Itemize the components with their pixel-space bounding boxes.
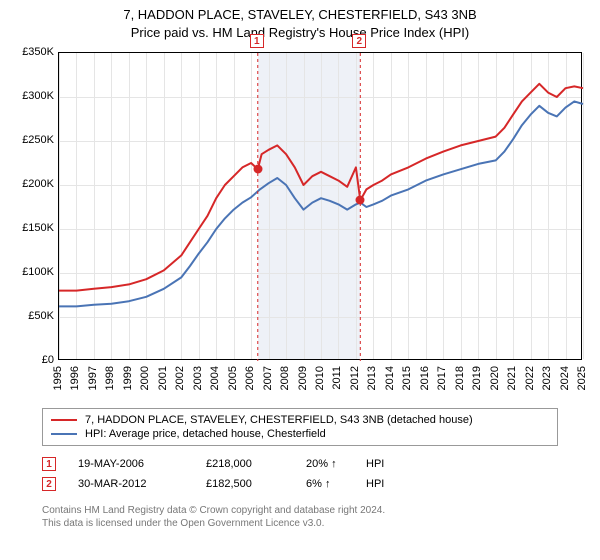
x-tick-label: 2004: [209, 366, 221, 390]
sale-hpi-pct: 6% ↑: [306, 478, 362, 490]
y-tick-label: £0: [6, 354, 54, 366]
y-tick-label: £100K: [6, 266, 54, 278]
legend-row: HPI: Average price, detached house, Ches…: [51, 427, 549, 441]
x-tick-label: 1996: [69, 366, 81, 390]
x-tick-label: 1997: [87, 366, 99, 390]
x-tick-label: 2008: [279, 366, 291, 390]
x-tick-label: 2019: [471, 366, 483, 390]
x-tick-label: 2005: [227, 366, 239, 390]
sale-price: £182,500: [206, 478, 302, 490]
chart-container: 7, HADDON PLACE, STAVELEY, CHESTERFIELD,…: [0, 0, 600, 560]
sale-event-marker: 1: [250, 34, 264, 48]
x-tick-label: 2007: [262, 366, 274, 390]
x-tick-label: 1995: [52, 366, 64, 390]
sale-row: 1 19-MAY-2006 £218,000 20% ↑ HPI: [42, 454, 558, 474]
y-tick-label: £300K: [6, 90, 54, 102]
x-tick-label: 2000: [139, 366, 151, 390]
sale-index-badge: 2: [42, 477, 56, 491]
title-line-1: 7, HADDON PLACE, STAVELEY, CHESTERFIELD,…: [0, 6, 600, 24]
sale-hpi-label: HPI: [366, 478, 384, 490]
legend-swatch: [51, 419, 77, 421]
legend-label: HPI: Average price, detached house, Ches…: [85, 428, 326, 440]
sale-event-marker: 2: [352, 34, 366, 48]
x-tick-label: 2020: [489, 366, 501, 390]
legend-swatch: [51, 433, 77, 435]
x-tick-label: 2011: [331, 366, 343, 390]
x-tick-label: 2023: [541, 366, 553, 390]
footer-line-2: This data is licensed under the Open Gov…: [42, 517, 558, 530]
series-line-1: [59, 101, 583, 306]
y-tick-label: £50K: [6, 310, 54, 322]
x-tick-label: 2006: [244, 366, 256, 390]
x-tick-label: 2025: [576, 366, 588, 390]
footer-attribution: Contains HM Land Registry data © Crown c…: [42, 504, 558, 530]
sale-hpi-label: HPI: [366, 458, 384, 470]
gridline-v: [583, 53, 584, 359]
y-tick-label: £200K: [6, 178, 54, 190]
x-tick-label: 1999: [122, 366, 134, 390]
sale-date: 19-MAY-2006: [78, 458, 202, 470]
y-tick-label: £250K: [6, 134, 54, 146]
footer-line-1: Contains HM Land Registry data © Crown c…: [42, 504, 558, 517]
x-tick-label: 2012: [349, 366, 361, 390]
sale-event-dot: [253, 165, 262, 174]
x-tick-label: 2017: [436, 366, 448, 390]
x-tick-label: 2018: [454, 366, 466, 390]
sale-events-block: 1 19-MAY-2006 £218,000 20% ↑ HPI 2 30-MAR-2012…: [42, 454, 558, 494]
x-tick-label: 2009: [297, 366, 309, 390]
x-tick-label: 2003: [192, 366, 204, 390]
x-tick-label: 2021: [506, 366, 518, 390]
x-tick-label: 2002: [174, 366, 186, 390]
sale-hpi-pct: 20% ↑: [306, 458, 362, 470]
x-tick-label: 2010: [314, 366, 326, 390]
sale-event-dot: [356, 196, 365, 205]
title-block: 7, HADDON PLACE, STAVELEY, CHESTERFIELD,…: [0, 0, 600, 41]
x-tick-label: 1998: [104, 366, 116, 390]
x-tick-label: 2014: [384, 366, 396, 390]
series-line-0: [59, 84, 583, 291]
x-tick-label: 2024: [559, 366, 571, 390]
x-tick-label: 2015: [401, 366, 413, 390]
x-tick-label: 2016: [419, 366, 431, 390]
legend-label: 7, HADDON PLACE, STAVELEY, CHESTERFIELD,…: [85, 414, 473, 426]
legend-box: 7, HADDON PLACE, STAVELEY, CHESTERFIELD,…: [42, 408, 558, 446]
sale-row: 2 30-MAR-2012 £182,500 6% ↑ HPI: [42, 474, 558, 494]
y-tick-label: £150K: [6, 222, 54, 234]
sale-date: 30-MAR-2012: [78, 478, 202, 490]
series-svg: [59, 53, 581, 359]
x-tick-label: 2013: [366, 366, 378, 390]
title-line-2: Price paid vs. HM Land Registry's House …: [0, 24, 600, 42]
sale-index-badge: 1: [42, 457, 56, 471]
plot-outer: £0 £50K £100K £150K £200K £250K £300K £350K 199…: [6, 46, 594, 398]
legend-row: 7, HADDON PLACE, STAVELEY, CHESTERFIELD,…: [51, 413, 549, 427]
x-tick-label: 2001: [157, 366, 169, 390]
sale-price: £218,000: [206, 458, 302, 470]
y-tick-label: £350K: [6, 46, 54, 58]
plot-area: [58, 52, 582, 360]
x-tick-label: 2022: [524, 366, 536, 390]
